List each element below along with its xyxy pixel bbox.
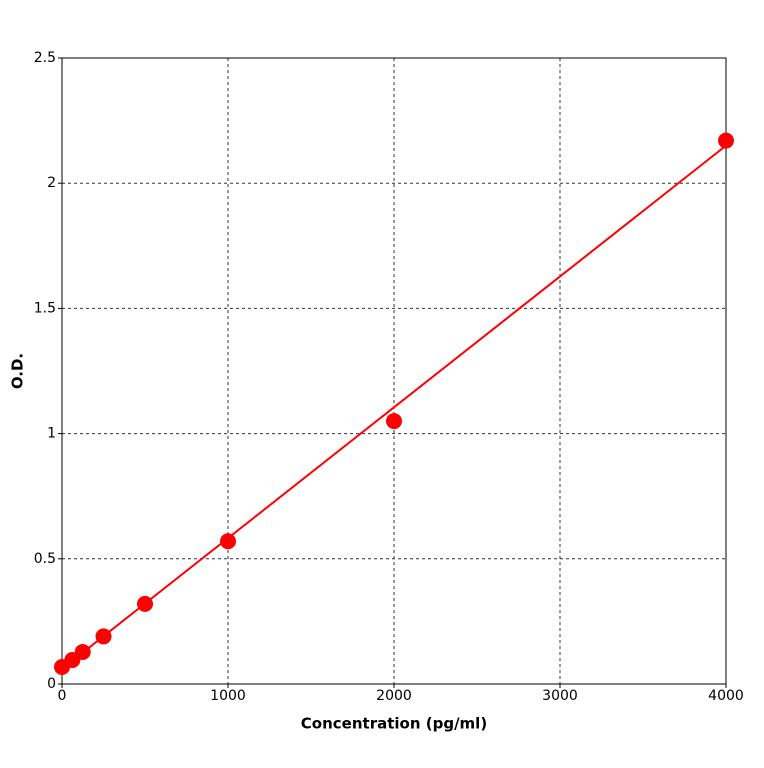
x-tick-label: 2000: [376, 688, 412, 704]
y-tick-label: 2: [47, 175, 56, 191]
data-point: [220, 533, 236, 550]
y-axis-title: O.D.: [9, 353, 27, 389]
y-tick-label: 1: [47, 426, 56, 442]
y-tick-label: 0: [47, 676, 56, 692]
x-tick-label: 4000: [708, 688, 744, 704]
fit-line: [61, 144, 727, 670]
y-tick-label: 2.5: [34, 50, 56, 66]
y-tick-label: 0.5: [34, 551, 56, 567]
x-tick-label: 1000: [210, 688, 246, 704]
data-point: [74, 643, 91, 660]
y-tick-label: 1.5: [34, 300, 56, 316]
data-point: [718, 132, 734, 149]
data-point: [137, 595, 153, 612]
plot-frame: [61, 57, 727, 685]
x-tick-label: 0: [58, 688, 67, 704]
data-point: [95, 628, 112, 645]
x-tick-label: 3000: [542, 688, 578, 704]
x-axis-title: Concentration (pg/ml): [301, 715, 487, 733]
data-point: [386, 413, 402, 430]
